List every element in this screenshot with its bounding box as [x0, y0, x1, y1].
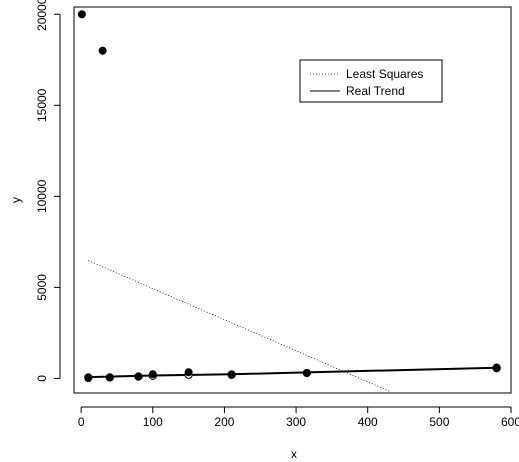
y-axis-label: y [9, 197, 23, 203]
x-tick-label: 100 [143, 415, 163, 429]
y-tick-label: 20000 [35, 0, 49, 31]
x-tick-label: 300 [286, 415, 306, 429]
y-tick-label: 15000 [35, 88, 49, 122]
filled-point [227, 370, 236, 380]
legend-label: Real Trend [346, 84, 405, 98]
y-tick-label: 0 [35, 375, 49, 382]
filled-point [184, 368, 193, 377]
x-tick-label: 600 [501, 415, 519, 429]
filled-point [77, 10, 86, 19]
x-tick-label: 200 [214, 415, 234, 429]
y-tick-label: 10000 [35, 179, 49, 213]
least-squares-series [88, 260, 390, 392]
legend: Least Squares Real Trend [299, 59, 443, 103]
filled-point [105, 373, 114, 382]
filled-point [84, 374, 93, 383]
x-tick-label: 0 [78, 415, 85, 429]
filled-point [492, 363, 501, 372]
x-tick-label: 400 [358, 415, 378, 429]
filled-point [148, 370, 157, 379]
filled-point [98, 46, 107, 55]
filled-point [134, 372, 143, 381]
plot-frame [73, 6, 512, 394]
data-points [77, 10, 501, 383]
axes: 0 100 200 300 400 500 600 0 5000 10000 15000 20000 [35, 0, 519, 429]
least-squares-line [88, 260, 390, 392]
legend-box [299, 59, 443, 103]
x-tick-label: 500 [429, 415, 449, 429]
filled-point [302, 368, 311, 378]
legend-label: Least Squares [346, 67, 423, 81]
y-tick-label: 5000 [35, 274, 49, 301]
x-axis-label: x [291, 447, 297, 461]
